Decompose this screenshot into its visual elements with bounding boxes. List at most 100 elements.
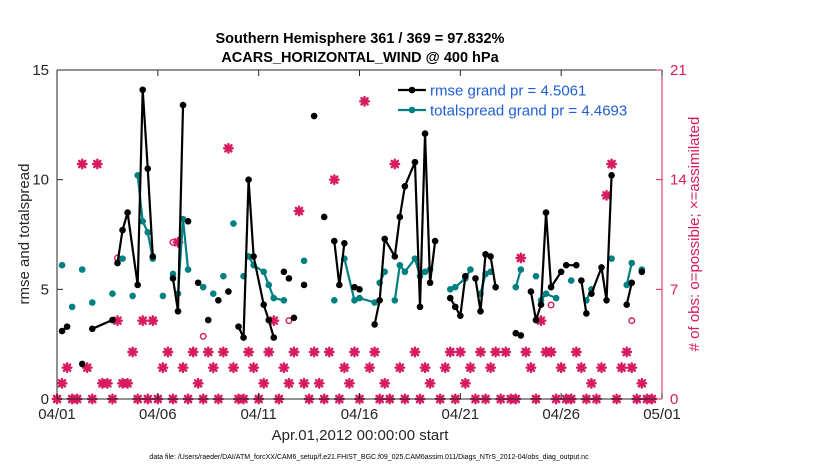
totalspread-point bbox=[220, 272, 227, 280]
obs-assimilated-marker bbox=[575, 362, 587, 374]
totalspread-point bbox=[608, 255, 615, 262]
totalspread-point bbox=[139, 218, 147, 225]
totalspread-point bbox=[270, 294, 278, 302]
obs-assimilated-marker bbox=[444, 346, 456, 358]
legend-marker-rmse bbox=[408, 86, 416, 94]
rmse-point bbox=[88, 325, 96, 333]
plot-background bbox=[57, 70, 662, 399]
obs-assimilated-marker bbox=[293, 205, 305, 217]
obs-assimilated-marker bbox=[555, 362, 567, 374]
y-tick-label-left: 10 bbox=[32, 172, 49, 189]
rmse-point bbox=[139, 86, 147, 94]
rmse-point bbox=[562, 261, 570, 269]
legend-marker-spread bbox=[408, 106, 416, 114]
y-tick-label-right: 7 bbox=[670, 281, 678, 298]
rmse-point bbox=[330, 237, 338, 245]
obs-assimilated-marker bbox=[308, 346, 320, 358]
legend: rmse grand pr = 4.5061 totalspread grand … bbox=[398, 83, 627, 120]
obs-assimilated-marker bbox=[283, 377, 295, 389]
rmse-point bbox=[547, 283, 555, 291]
obs-assimilated-marker bbox=[515, 252, 527, 264]
y-tick-label-right: 21 bbox=[670, 62, 687, 79]
rmse-point bbox=[457, 312, 464, 319]
rmse-point bbox=[381, 235, 389, 243]
obs-assimilated-marker bbox=[379, 377, 391, 389]
obs-assimilated-marker bbox=[459, 377, 471, 389]
totalspread-point bbox=[351, 297, 358, 304]
rmse-point bbox=[356, 286, 363, 293]
rmse-point bbox=[194, 279, 202, 287]
totalspread-point bbox=[567, 277, 575, 284]
rmse-point bbox=[588, 290, 595, 298]
obs-assimilated-marker bbox=[525, 362, 537, 374]
rmse-point bbox=[290, 314, 298, 322]
totalspread-line-segment bbox=[343, 258, 356, 301]
obs-assimilated-marker bbox=[343, 377, 355, 389]
rmse-point bbox=[542, 209, 550, 216]
chart-title-line2: ACARS_HORIZONTAL_WIND @ 400 hPa bbox=[221, 50, 499, 66]
obs-assimilated-marker bbox=[490, 346, 502, 358]
obs-assimilated-marker bbox=[137, 315, 149, 327]
rmse-point bbox=[401, 182, 409, 190]
x-tick-label: 04/01 bbox=[38, 406, 76, 423]
rmse-point bbox=[512, 329, 520, 337]
legend-label-spread: totalspread grand pr = 4.4693 bbox=[430, 103, 627, 120]
obs-assimilated-marker bbox=[91, 158, 103, 170]
rmse-point bbox=[134, 281, 141, 289]
rmse-point bbox=[144, 165, 152, 172]
y-tick-label-right: 0 bbox=[670, 391, 678, 408]
rmse-point bbox=[179, 101, 187, 109]
obs-possible-marker bbox=[169, 238, 177, 246]
y-tick-label-left: 0 bbox=[41, 391, 49, 408]
totalspread-point bbox=[280, 297, 288, 304]
rmse-point bbox=[336, 281, 343, 289]
rmse-point bbox=[320, 213, 328, 221]
totalspread-point bbox=[199, 283, 207, 291]
rmse-point bbox=[280, 268, 288, 276]
totalspread-point bbox=[68, 303, 76, 311]
totalspread-point bbox=[330, 297, 338, 304]
rmse-line-segment bbox=[625, 282, 633, 305]
y-axis-label-left: rmse and totalspread bbox=[16, 164, 33, 305]
rmse-point bbox=[583, 310, 590, 317]
totalspread-point bbox=[265, 281, 273, 289]
totalspread-point bbox=[109, 290, 116, 298]
obs-assimilated-marker bbox=[419, 362, 431, 374]
obs-assimilated-marker bbox=[364, 362, 376, 374]
rmse-point bbox=[184, 218, 192, 225]
rmse-point bbox=[396, 213, 404, 221]
obs-possible-marker bbox=[547, 301, 555, 309]
obs-assimilated-marker bbox=[187, 346, 199, 358]
rmse-point bbox=[482, 250, 489, 258]
totalspread-point bbox=[451, 283, 459, 291]
totalspread-point bbox=[144, 229, 152, 236]
plot-area bbox=[57, 70, 662, 399]
y-tick-label-right: 14 bbox=[670, 172, 687, 189]
legend-label-rmse: rmse grand pr = 4.5061 bbox=[430, 83, 586, 100]
totalspread-point bbox=[88, 299, 96, 306]
obs-assimilated-marker bbox=[101, 377, 113, 389]
obs-assimilated-marker bbox=[288, 346, 300, 358]
rmse-point bbox=[225, 288, 232, 295]
obs-assimilated-marker bbox=[626, 362, 638, 374]
totalspread-point bbox=[517, 266, 525, 273]
obs-assimilated-marker bbox=[369, 346, 381, 358]
chart-title-line1: Southern Hemisphere 361 / 369 = 97.832% bbox=[216, 31, 505, 47]
rmse-point bbox=[557, 268, 565, 276]
totalspread-point bbox=[356, 294, 363, 302]
totalspread-point bbox=[260, 268, 268, 276]
totalspread-point bbox=[230, 220, 237, 227]
totalspread-point bbox=[209, 290, 217, 298]
rmse-point bbox=[285, 275, 293, 282]
rmse-point bbox=[265, 316, 273, 324]
obs-assimilated-marker bbox=[570, 346, 582, 358]
rmse-point bbox=[426, 279, 434, 287]
y-tick-label-left: 5 bbox=[41, 281, 49, 298]
rmse-point bbox=[462, 272, 469, 280]
rmse-point bbox=[638, 268, 646, 276]
rmse-point bbox=[109, 316, 116, 324]
obs-assimilated-marker bbox=[439, 362, 451, 374]
rmse-point bbox=[174, 307, 182, 315]
totalspread-point bbox=[391, 297, 399, 304]
